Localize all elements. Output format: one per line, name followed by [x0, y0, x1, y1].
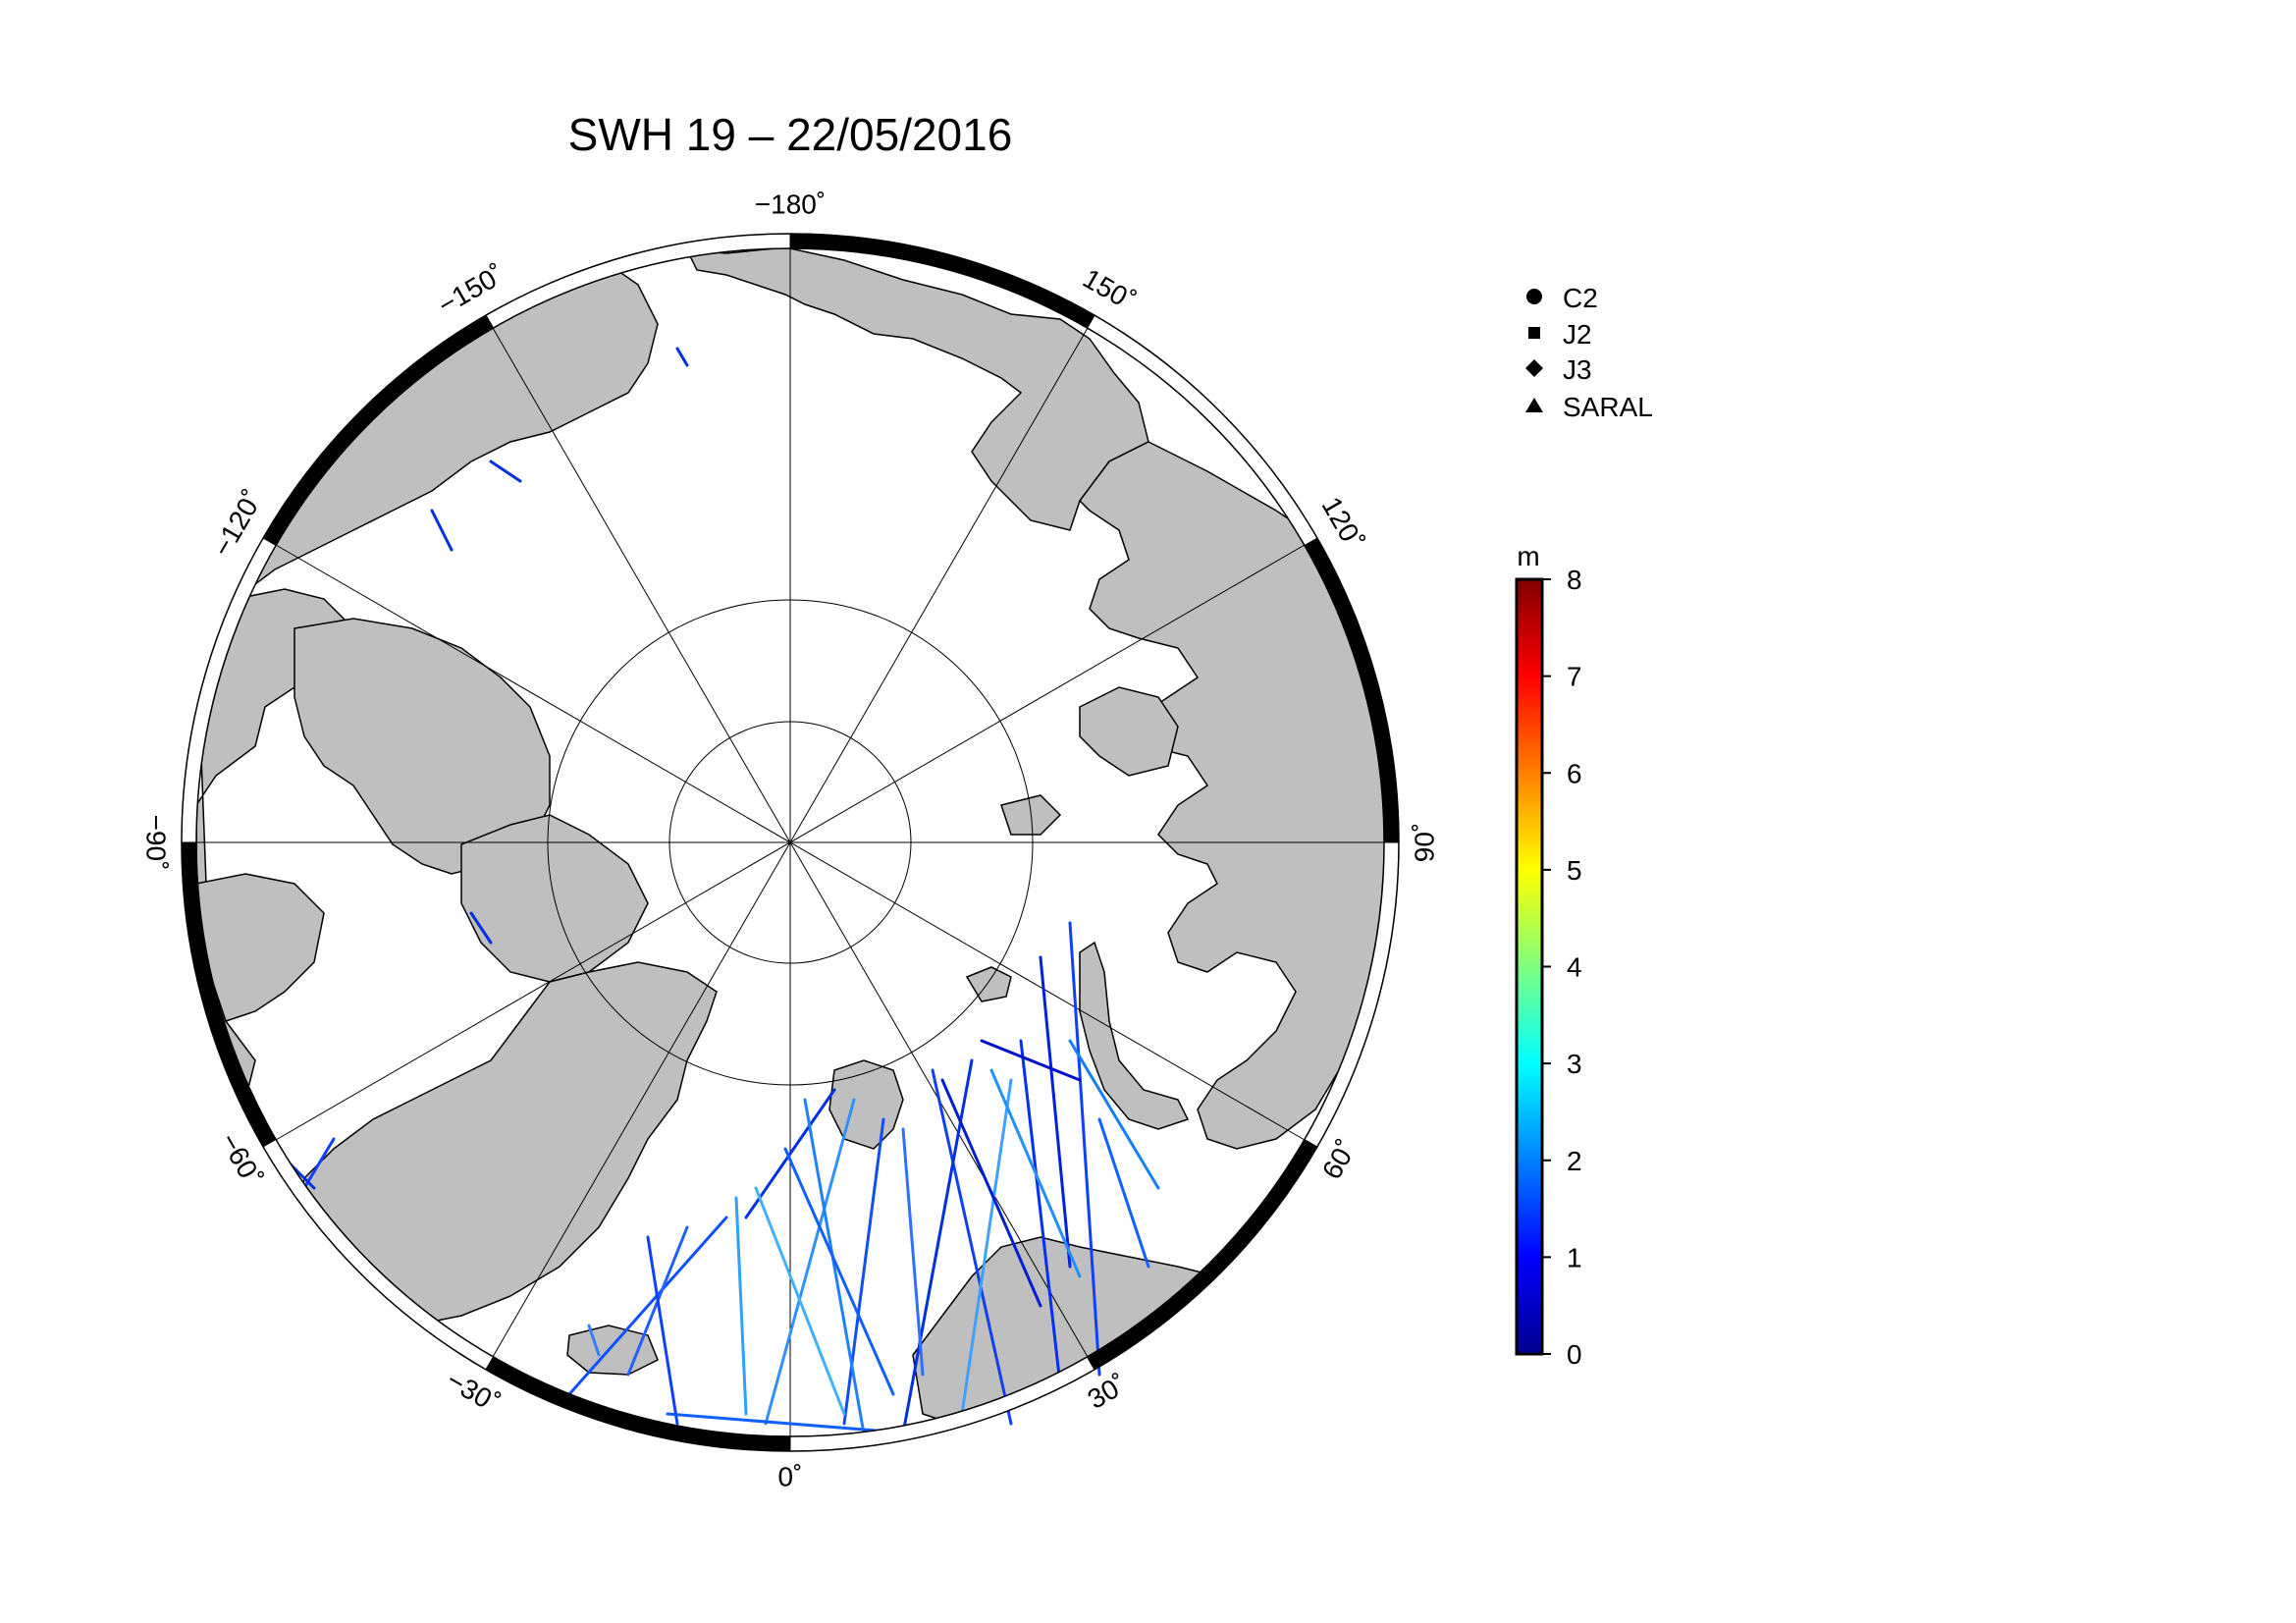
- colorbar: m 0 1 2 3 4 5 6 7 8: [1515, 541, 1582, 1370]
- colorbar-tick-label: 8: [1567, 565, 1582, 595]
- swh-track: [940, 1078, 1042, 1308]
- map-title: SWH 19 – 22/05/2016: [568, 109, 1013, 160]
- longitude-label: 150˚: [1078, 263, 1141, 317]
- swh-track: [901, 1127, 925, 1377]
- swh-track: [302, 1137, 336, 1190]
- landmass-taymyr: [1079, 686, 1179, 777]
- colorbar-tick-label: 5: [1567, 855, 1582, 886]
- swh-track: [675, 347, 689, 367]
- land-masses: [196, 248, 1384, 1434]
- swh-track: [1068, 921, 1101, 1377]
- swh-track: [783, 1147, 895, 1396]
- swh-track: [764, 1098, 856, 1426]
- swh-track: [430, 509, 454, 552]
- colorbar-unit: m: [1517, 541, 1539, 571]
- longitude-label: 0˚: [778, 1461, 803, 1491]
- swh-tracks: [273, 347, 1160, 1435]
- longitude-label: 90˚: [1409, 823, 1439, 862]
- swh-track: [989, 1068, 1082, 1278]
- colorbar-tick-label: 0: [1567, 1339, 1582, 1370]
- colorbar-tick-label: 7: [1567, 662, 1582, 692]
- colorbar-tick-label: 1: [1567, 1242, 1582, 1272]
- legend: C2 J2 J3 SARAL: [1525, 283, 1653, 422]
- swh-track: [469, 911, 493, 945]
- longitude-label: 30˚: [1083, 1369, 1133, 1415]
- swh-track: [646, 1235, 679, 1426]
- swh-track: [734, 1196, 748, 1416]
- swh-track: [489, 460, 522, 483]
- legend-label-c2: C2: [1563, 283, 1598, 313]
- frame-outer-outline: [181, 233, 1400, 1452]
- swh-track: [960, 1078, 1013, 1416]
- meridian-30: [492, 327, 1089, 1358]
- longitude-label: −90˚: [141, 815, 172, 871]
- colorbar-gradient: [1515, 577, 1544, 1356]
- landmass-chukotka: [685, 248, 1149, 531]
- colorbar-tick-label: 6: [1567, 758, 1582, 788]
- diamond-icon: [1525, 359, 1543, 377]
- landmass-franz-josef: [965, 966, 1012, 1002]
- longitude-label: 120˚: [1316, 492, 1370, 555]
- colorbar-tick-label: 4: [1567, 952, 1582, 983]
- landmass-canada: [196, 588, 354, 1142]
- swh-track: [980, 1039, 1082, 1082]
- swh-track: [1039, 955, 1072, 1269]
- swh-track: [803, 1098, 866, 1435]
- landmass-iceland: [566, 1325, 659, 1376]
- legend-label-j2: J2: [1563, 319, 1592, 350]
- triangle-icon: [1525, 398, 1543, 412]
- swh-track: [1019, 1039, 1062, 1386]
- circle-icon: [1526, 289, 1542, 304]
- legend-label-saral: SARAL: [1563, 392, 1653, 422]
- longitude-label: 60˚: [1316, 1135, 1362, 1185]
- swh-track: [1097, 1117, 1150, 1269]
- landmass-greenland: [294, 961, 718, 1326]
- swh-track: [567, 1216, 728, 1396]
- landmass-novaya-zemlya: [1079, 941, 1190, 1130]
- legend-label-j3: J3: [1563, 354, 1592, 385]
- swh-track: [744, 1088, 836, 1219]
- longitude-label: −180˚: [755, 189, 826, 219]
- swh-track: [1068, 1039, 1160, 1190]
- frame-inner-outline: [195, 247, 1385, 1437]
- colorbar-tick-label: 2: [1567, 1146, 1582, 1176]
- colorbar-ticks: 0 1 2 3 4 5 6 7 8: [1542, 565, 1582, 1370]
- swh-track: [842, 1117, 885, 1426]
- swh-track: [754, 1186, 846, 1416]
- swh-track: [931, 1068, 1013, 1426]
- square-icon: [1528, 327, 1540, 339]
- colorbar-tick-label: 3: [1567, 1049, 1582, 1079]
- swh-track: [587, 1324, 601, 1357]
